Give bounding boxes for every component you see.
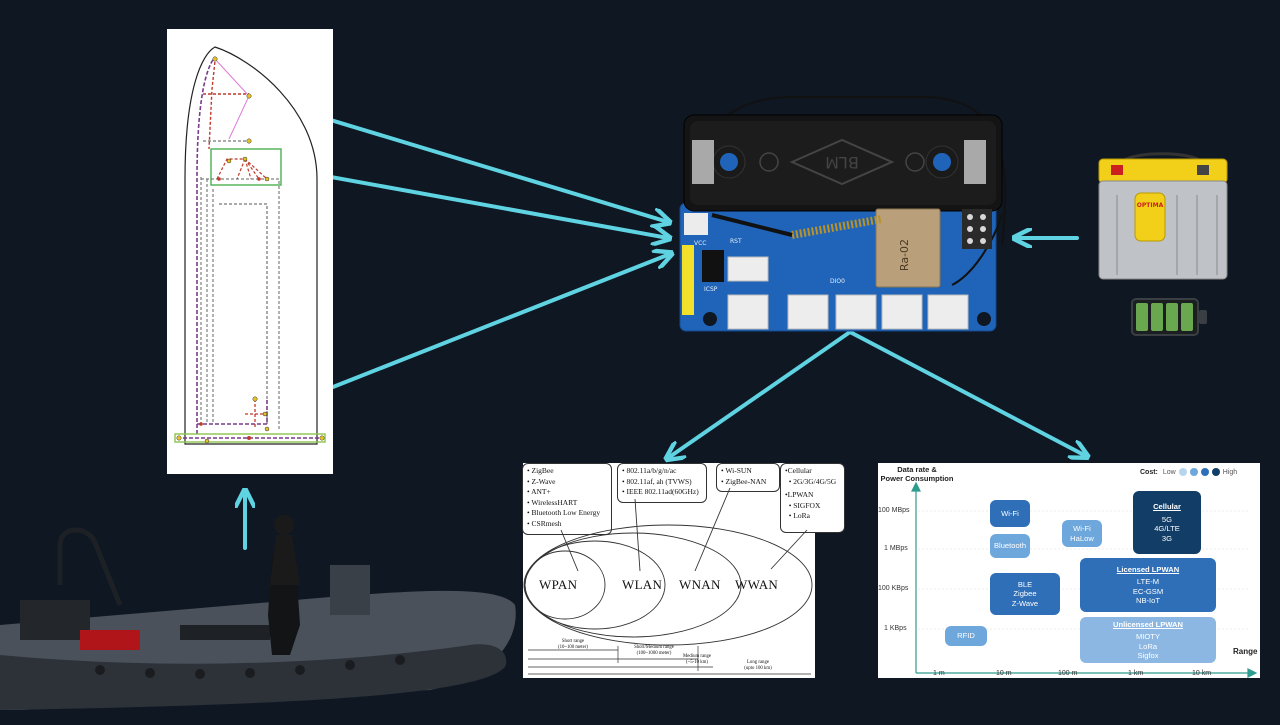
- battery-level-indicator: [1131, 298, 1209, 336]
- wpan-item: • CSRmesh: [527, 518, 562, 528]
- x-tick: 100 m: [1058, 670, 1078, 677]
- battery-level-bar: [1136, 303, 1148, 331]
- lora-controller-board: BLM Ra-02 VCC RST ICSP DIO0: [672, 95, 1012, 340]
- ble-zigbee-box: BLE Zigbee Z-Wave: [990, 573, 1060, 615]
- wwan-item: • 2G/3G/4G/5G: [785, 476, 837, 486]
- wireless-technology-range-chart: Data rate & Power Consumption Range Cost…: [878, 463, 1260, 678]
- wpan-label: WPAN: [539, 577, 578, 592]
- licensed-lpwan-body: LTE-M EC-GSM NB-IoT: [1132, 577, 1164, 605]
- boat-wiring-diagram: [167, 29, 333, 474]
- wpan-item: • ANT+: [527, 487, 551, 496]
- hull-outline: [184, 46, 318, 445]
- cost-legend-label: Cost:: [1140, 468, 1158, 476]
- car-battery: OPTIMA: [1093, 145, 1238, 285]
- cost-dot-3: [1200, 468, 1209, 476]
- cost-legend-low: Low: [1162, 468, 1176, 476]
- cost-dot-2: [1189, 468, 1198, 476]
- wwan-label: WWAN: [735, 577, 779, 592]
- wlan-item: • 802.11a/b/g/n/ac: [622, 466, 677, 475]
- wwan-technologies-box: •Cellular • 2G/3G/4G/5G •LPWAN • SIGFOX …: [780, 463, 845, 533]
- unlicensed-lpwan-body: MIOTY LoRa Sigfox: [1135, 632, 1161, 660]
- wireless-network-types-diagram: • ZigBee • Z-Wave • ANT+ • WirelessHART …: [522, 463, 845, 678]
- wpan-item: • Z-Wave: [527, 476, 556, 486]
- wpan-item: • Bluetooth Low Energy: [527, 508, 601, 517]
- battery-level-bar: [1181, 303, 1193, 331]
- y-tick: 100 KBps: [878, 585, 909, 592]
- cellular-title: Cellular: [1153, 502, 1181, 511]
- cost-legend: Cost: Low High: [1140, 468, 1237, 476]
- cellular-body: 5G 4G/LTE 3G: [1154, 514, 1180, 543]
- y-tick: 100 MBps: [878, 507, 910, 514]
- wpan-item: • ZigBee: [527, 466, 554, 475]
- range-long: Long range (upto 100 km): [744, 660, 772, 671]
- wwan-item: • LoRa: [785, 511, 810, 520]
- battery-level-bar: [1166, 303, 1178, 331]
- chart-ylabel: Data rate & Power Consumption: [880, 465, 954, 483]
- arrow-board-to-wireless: [668, 330, 852, 458]
- range-short: Short range (10~100 meter): [558, 639, 588, 650]
- bluetooth-box: Bluetooth: [990, 534, 1030, 558]
- board-silk-vcc: VCC: [694, 240, 706, 247]
- y-tick: 1 KBps: [884, 625, 907, 632]
- wwan-item: •Cellular: [785, 466, 812, 475]
- unlicensed-lpwan-title: Unlicensed LPWAN: [1112, 619, 1184, 629]
- x-tick: 10 km: [1192, 670, 1212, 677]
- wpan-item: • WirelessHART: [527, 497, 578, 507]
- battery-level-bar: [1151, 303, 1163, 331]
- x-tick: 1 m: [933, 670, 945, 677]
- x-tick: 1 km: [1128, 670, 1144, 677]
- board-silk-dio0: DIO0: [830, 278, 845, 285]
- board-silk-rst: RST: [730, 238, 742, 245]
- cost-dot-4: [1211, 468, 1220, 476]
- wifi-box: Wi-Fi: [990, 500, 1030, 527]
- wpan-technologies-box: • ZigBee • Z-Wave • ANT+ • WirelessHART …: [522, 463, 612, 535]
- battery-brand: OPTIMA: [1137, 202, 1164, 209]
- wifi-halow-box: Wi-Fi HaLow: [1062, 520, 1102, 547]
- y-tick: 1 MBps: [884, 545, 908, 552]
- wwan-item: •LPWAN: [785, 490, 814, 499]
- wnan-label: WNAN: [679, 577, 721, 592]
- wnan-item: • Wi-SUN: [721, 466, 752, 475]
- wwan-item: • SIGFOX: [785, 500, 821, 510]
- lora-module-label: Ra-02: [898, 239, 911, 271]
- range-medium: Medium range (~5-10 km): [682, 654, 712, 665]
- arrow-board-to-lpwan: [848, 330, 1086, 456]
- wnan-item: • ZigBee-NAN: [721, 476, 767, 486]
- board-logo-text: BLM: [825, 153, 859, 172]
- board-silk-icsp: ICSP: [704, 286, 718, 293]
- licensed-lpwan-box: Licensed LPWAN LTE-M EC-GSM NB-IoT: [1080, 558, 1216, 612]
- x-tick: 10 m: [996, 670, 1012, 677]
- unlicensed-lpwan-box: Unlicensed LPWAN MIOTY LoRa Sigfox: [1080, 617, 1216, 663]
- wlan-item: • IEEE 802.11ad(60GHz): [622, 487, 699, 496]
- cost-legend-high: High: [1222, 468, 1238, 476]
- wlan-label: WLAN: [622, 577, 663, 592]
- rfid-box: RFID: [945, 626, 987, 646]
- rib-boat-photo: [0, 505, 520, 720]
- licensed-lpwan-title: Licensed LPWAN: [1116, 564, 1180, 574]
- cellular-box: Cellular 5G 4G/LTE 3G: [1133, 491, 1201, 554]
- wnan-technologies-box: • Wi-SUN • ZigBee-NAN: [716, 463, 780, 492]
- lora-module: [875, 208, 941, 288]
- wlan-technologies-box: • 802.11a/b/g/n/ac • 802.11af, ah (TVWS)…: [617, 463, 707, 503]
- range-short-medium: Short/Medium range (100~1000 meter): [634, 645, 674, 656]
- wlan-item: • 802.11af, ah (TVWS): [622, 476, 692, 486]
- network-range-ellipses: [523, 487, 813, 675]
- cost-dot-1: [1178, 468, 1187, 476]
- chart-xlabel: Range: [1233, 647, 1258, 656]
